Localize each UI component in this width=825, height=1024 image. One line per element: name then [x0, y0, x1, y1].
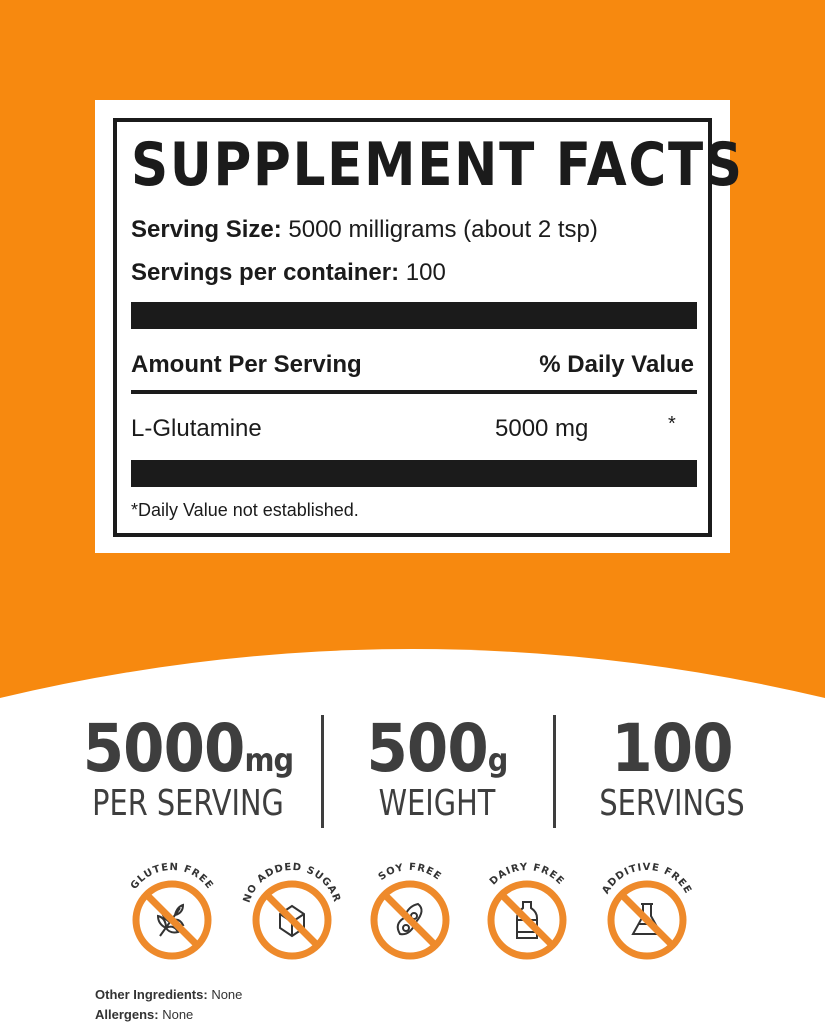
stat-servings: 100 SERVINGS [599, 710, 745, 824]
stat-per-serving: 5000mg PER SERVING [82, 710, 294, 824]
badge-label: ADDITIVE FREE [600, 862, 693, 896]
dv-header: % Daily Value [539, 351, 694, 378]
badge-soy-free: SOY FREE [355, 855, 465, 965]
ingredient-dv: * [668, 413, 676, 435]
prohibition-circle-icon [132, 880, 212, 960]
footnote: *Daily Value not established. [131, 500, 359, 520]
supplement-facts-panel: SUPPLEMENT FACTS Serving Size: 5000 mill… [95, 100, 742, 553]
allergens: Allergens: None [95, 1007, 194, 1022]
serving-size: Serving Size: 5000 milligrams (about 2 t… [131, 216, 598, 243]
facts-title: SUPPLEMENT FACTS [131, 130, 744, 200]
stat-divider [553, 715, 556, 828]
badge-additive-free: ADDITIVE FREE [592, 855, 702, 965]
badge-label: SOY FREE [377, 862, 444, 883]
divider-thin [131, 390, 697, 394]
ingredient-amount: 5000 mg [495, 415, 589, 442]
prohibition-circle-icon [607, 880, 687, 960]
amount-header: Amount Per Serving [131, 351, 362, 378]
prohibition-circle-icon [370, 880, 450, 960]
servings-per-container: Servings per container: 100 [131, 259, 446, 286]
divider-bar [131, 302, 697, 329]
stat-divider [321, 715, 324, 828]
badge-gluten-free: GLUTEN FREE [117, 855, 227, 965]
other-ingredients: Other Ingredients: None [95, 987, 243, 1002]
stat-weight: 500g WEIGHT [366, 710, 508, 824]
soybean-icon [396, 902, 423, 936]
badge-no-added-sugar: NO ADDED SUGAR [237, 855, 347, 965]
ingredient-name: L-Glutamine [131, 415, 262, 442]
divider-bar [131, 460, 697, 487]
badge-dairy-free: DAIRY FREE [472, 855, 582, 965]
prohibition-circle-icon [487, 880, 567, 960]
prohibition-circle-icon [252, 880, 332, 960]
